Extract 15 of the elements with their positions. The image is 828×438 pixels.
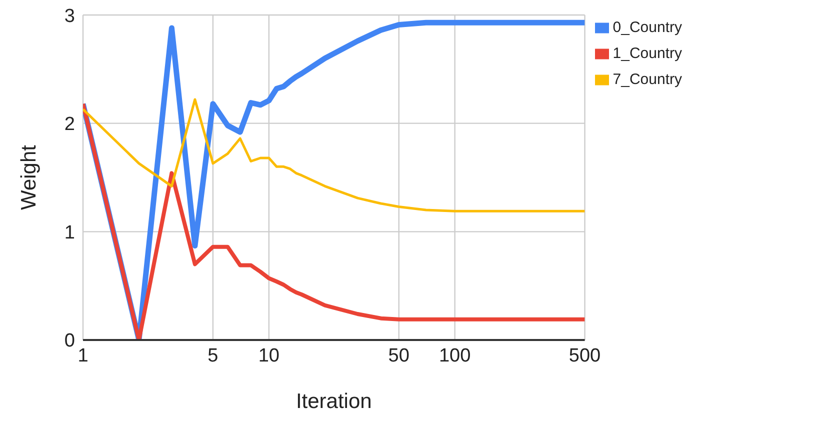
x-axis-title: Iteration — [296, 390, 372, 413]
legend-label: 0_Country — [612, 19, 682, 36]
y-tick-label: 2 — [64, 114, 75, 136]
x-tick-label: 5 — [208, 345, 218, 366]
y-tick-label: 3 — [64, 6, 75, 27]
y-tick-label: 1 — [64, 222, 75, 244]
y-axis-title: Weight — [17, 144, 40, 210]
x-tick-label: 1 — [78, 345, 88, 366]
x-tick-label: 50 — [388, 345, 410, 366]
legend-label: 7_Country — [612, 71, 682, 88]
legend-label: 1_Country — [612, 45, 682, 62]
y-tick-label: 0 — [64, 330, 75, 352]
x-tick-label: 10 — [258, 345, 280, 366]
x-tick-label: 100 — [438, 345, 471, 366]
x-tick-label: 500 — [568, 345, 601, 366]
